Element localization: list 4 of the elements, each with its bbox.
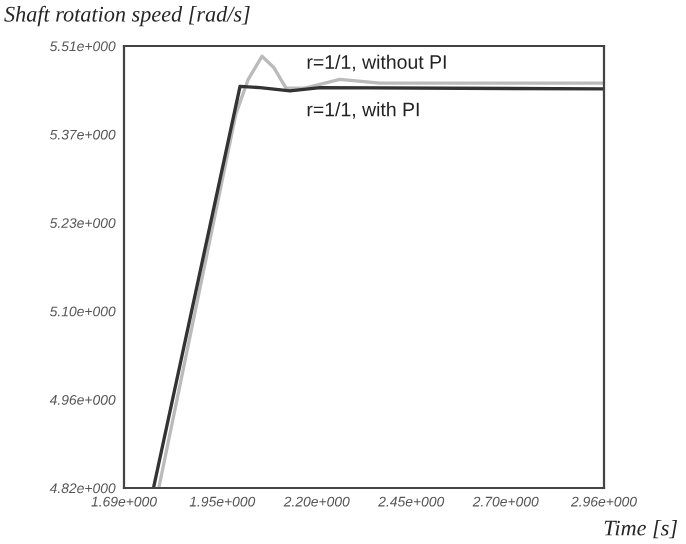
series-label: r=1/1, with PI xyxy=(307,102,419,119)
x-axis-title: Time [s] xyxy=(604,519,677,539)
y-axis-title: Shaft rotation speed [rad/s] xyxy=(4,5,250,27)
series-label: r=1/1, without PI xyxy=(307,54,446,72)
